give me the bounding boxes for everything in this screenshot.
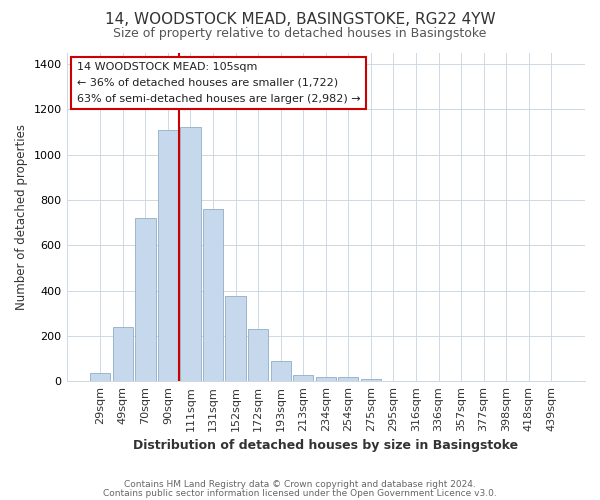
Text: Size of property relative to detached houses in Basingstoke: Size of property relative to detached ho… xyxy=(113,28,487,40)
Bar xyxy=(203,209,223,382)
Y-axis label: Number of detached properties: Number of detached properties xyxy=(15,124,28,310)
Bar xyxy=(271,361,291,382)
Text: 14 WOODSTOCK MEAD: 105sqm
← 36% of detached houses are smaller (1,722)
63% of se: 14 WOODSTOCK MEAD: 105sqm ← 36% of detac… xyxy=(77,62,361,104)
Bar xyxy=(338,377,358,382)
Bar xyxy=(361,378,381,382)
Bar xyxy=(135,218,155,382)
Bar xyxy=(90,374,110,382)
X-axis label: Distribution of detached houses by size in Basingstoke: Distribution of detached houses by size … xyxy=(133,440,518,452)
Bar xyxy=(226,296,246,382)
Text: Contains HM Land Registry data © Crown copyright and database right 2024.: Contains HM Land Registry data © Crown c… xyxy=(124,480,476,489)
Bar xyxy=(158,130,178,382)
Bar xyxy=(248,329,268,382)
Bar xyxy=(181,128,200,382)
Bar xyxy=(316,377,336,382)
Text: Contains public sector information licensed under the Open Government Licence v3: Contains public sector information licen… xyxy=(103,488,497,498)
Bar xyxy=(293,375,313,382)
Bar xyxy=(113,327,133,382)
Text: 14, WOODSTOCK MEAD, BASINGSTOKE, RG22 4YW: 14, WOODSTOCK MEAD, BASINGSTOKE, RG22 4Y… xyxy=(104,12,496,28)
